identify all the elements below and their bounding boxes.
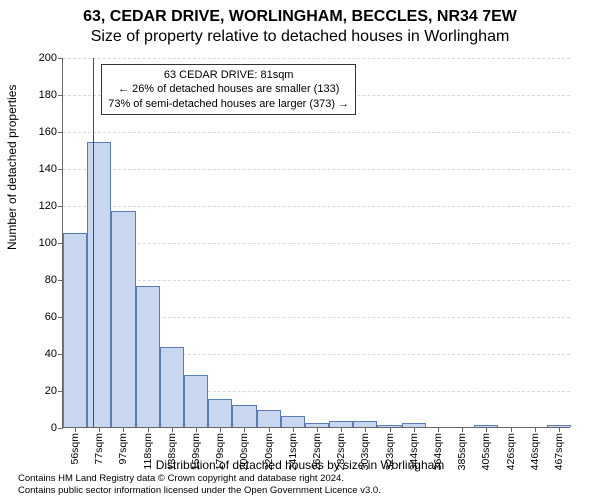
y-axis-label: Number of detached properties	[5, 85, 19, 250]
histogram-bar	[63, 233, 87, 427]
histogram-bar	[257, 410, 281, 427]
x-tick	[244, 427, 245, 432]
y-tick	[58, 428, 63, 429]
y-tick-label: 140	[39, 163, 57, 175]
x-tick	[486, 427, 487, 432]
x-tick	[293, 427, 294, 432]
histogram-bar	[184, 375, 208, 427]
gridline	[63, 206, 570, 207]
marker-line	[93, 58, 94, 427]
annotation-line: 63 CEDAR DRIVE: 81sqm	[108, 68, 349, 82]
y-tick-label: 20	[45, 385, 57, 397]
histogram-chart: 02040608010012014016018020056sqm77sqm97s…	[62, 58, 570, 428]
x-tick	[172, 427, 173, 432]
y-tick	[58, 58, 63, 59]
license-text: Contains HM Land Registry data © Crown c…	[18, 473, 381, 496]
x-tick	[438, 427, 439, 432]
x-tick	[75, 427, 76, 432]
y-tick-label: 160	[39, 126, 57, 138]
annotation-box: 63 CEDAR DRIVE: 81sqm← 26% of detached h…	[101, 64, 356, 115]
histogram-bar	[136, 286, 160, 427]
annotation-line: 73% of semi-detached houses are larger (…	[108, 97, 349, 111]
x-tick	[535, 427, 536, 432]
y-tick-label: 100	[39, 237, 57, 249]
histogram-bar	[281, 416, 305, 427]
y-tick-label: 120	[39, 200, 57, 212]
histogram-bar	[160, 347, 184, 427]
histogram-bar	[111, 211, 135, 427]
x-tick	[148, 427, 149, 432]
gridline	[63, 280, 570, 281]
page-subtitle: Size of property relative to detached ho…	[0, 26, 600, 50]
gridline	[63, 58, 570, 59]
x-tick	[123, 427, 124, 432]
x-tick	[317, 427, 318, 432]
y-tick-label: 40	[45, 348, 57, 360]
y-tick-label: 60	[45, 311, 57, 323]
histogram-bar	[208, 399, 232, 427]
gridline	[63, 132, 570, 133]
page-title: 63, CEDAR DRIVE, WORLINGHAM, BECCLES, NR…	[0, 0, 600, 26]
gridline	[63, 169, 570, 170]
histogram-bar	[232, 405, 256, 427]
y-tick-label: 0	[51, 422, 57, 434]
x-tick	[99, 427, 100, 432]
y-tick	[58, 169, 63, 170]
x-tick	[269, 427, 270, 432]
histogram-bar	[87, 142, 111, 427]
x-tick	[220, 427, 221, 432]
x-tick	[559, 427, 560, 432]
y-tick	[58, 132, 63, 133]
x-tick	[414, 427, 415, 432]
x-tick	[390, 427, 391, 432]
y-tick	[58, 206, 63, 207]
gridline	[63, 243, 570, 244]
x-tick	[196, 427, 197, 432]
x-tick	[462, 427, 463, 432]
annotation-line: ← 26% of detached houses are smaller (13…	[108, 82, 349, 96]
x-tick	[341, 427, 342, 432]
x-tick	[365, 427, 366, 432]
y-tick-label: 80	[45, 274, 57, 286]
x-axis-label: Distribution of detached houses by size …	[0, 458, 600, 472]
y-tick-label: 200	[39, 52, 57, 64]
x-tick	[511, 427, 512, 432]
y-tick	[58, 95, 63, 96]
y-tick-label: 180	[39, 89, 57, 101]
